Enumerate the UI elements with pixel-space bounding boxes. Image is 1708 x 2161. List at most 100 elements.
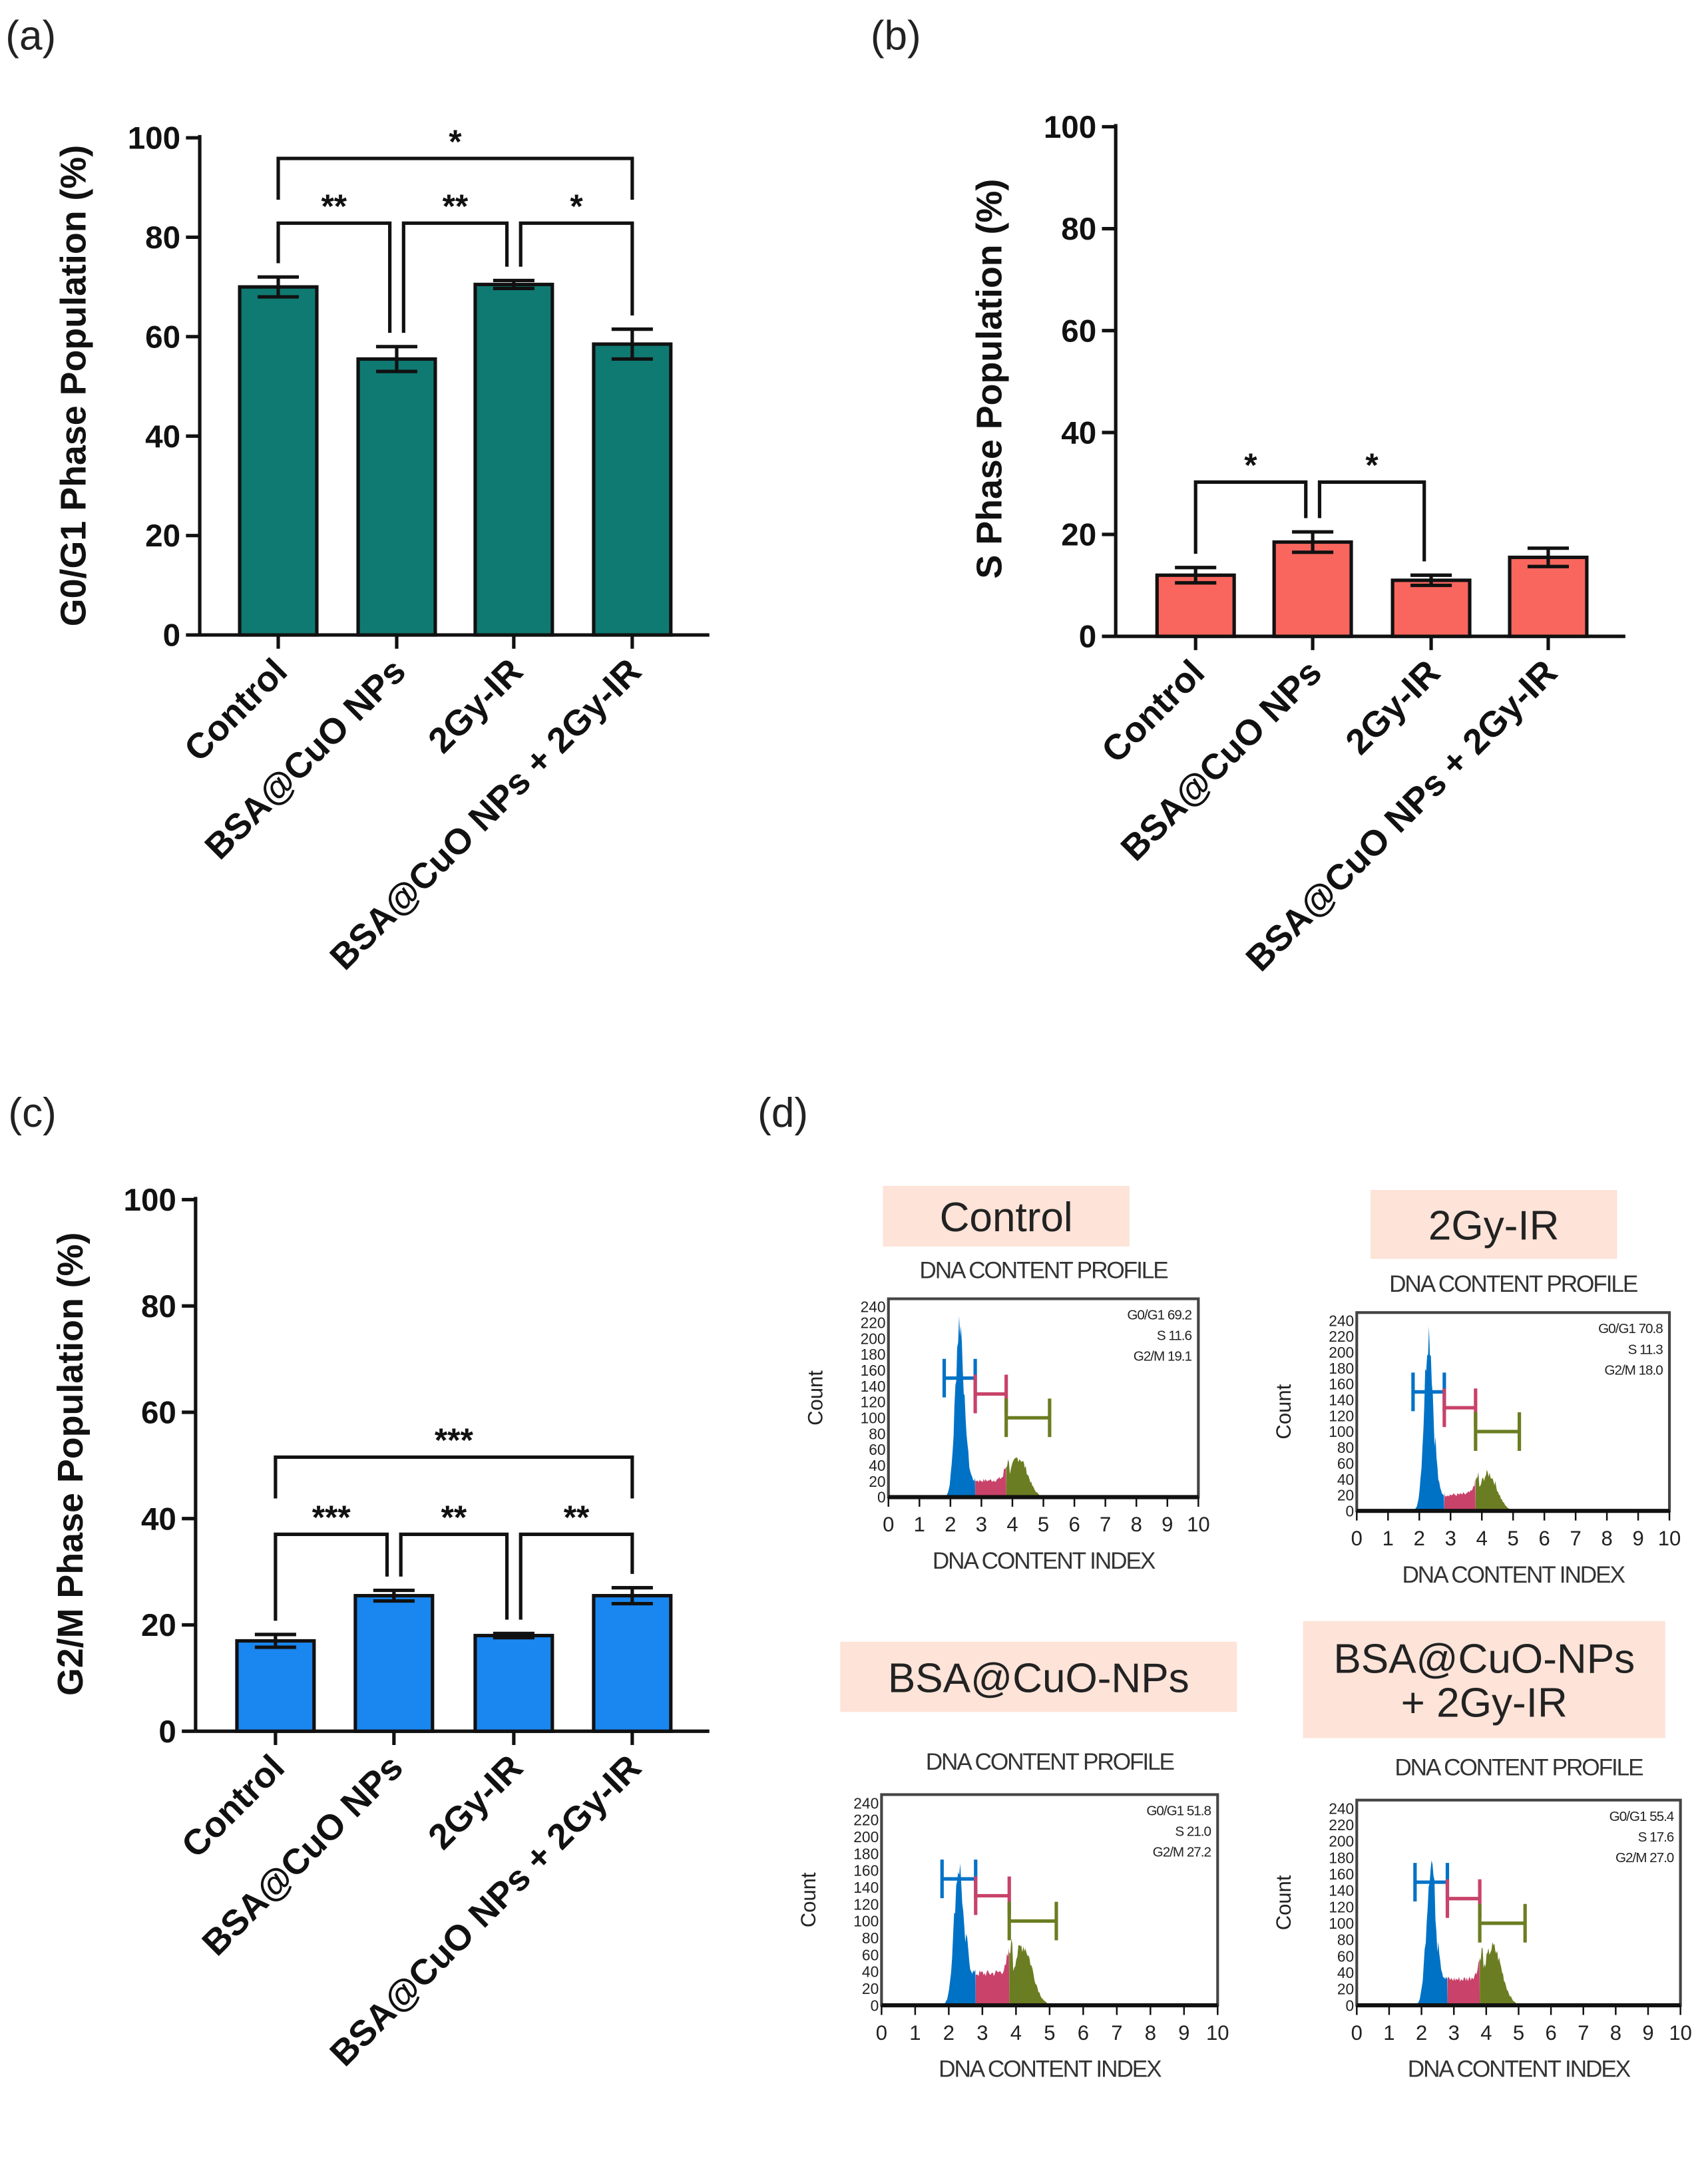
histogram-frame: [887, 1297, 1200, 1499]
histogram-y-tick-label: 40: [862, 1963, 879, 1981]
histogram-y-tick-label: 100: [853, 1913, 879, 1930]
histogram-y-tick-label: 80: [862, 1929, 879, 1947]
histogram-x-tick-label: 5: [1508, 1527, 1519, 1550]
histogram-x-tick-label: 6: [1068, 1513, 1080, 1536]
bar-1: [1272, 540, 1353, 638]
histogram-y-tick-label: 160: [1329, 1866, 1354, 1883]
histogram-g0g1-fill: [1412, 1326, 1444, 1511]
y-tick-label: 80: [1061, 212, 1096, 247]
gate-marker-g2m: [1474, 1412, 1522, 1451]
phase-stat: S 11.3: [1628, 1342, 1663, 1357]
histogram-y-tick-label: 180: [1329, 1849, 1354, 1866]
histogram-y-tick-label: 240: [853, 1794, 879, 1812]
histogram-y-tick-label: 180: [853, 1845, 879, 1862]
significance-bracket: [399, 1532, 509, 1620]
y-tick-label: 0: [1079, 620, 1096, 655]
histogram-y-tick-label: 100: [1329, 1423, 1354, 1440]
histogram-y-tick-label: 140: [1329, 1392, 1354, 1409]
histogram-y-axis-title: Count: [1272, 1384, 1295, 1439]
significance-label: **: [441, 1499, 467, 1536]
histogram-x-tick-label: 3: [1448, 2021, 1460, 2045]
bar-1: [353, 1593, 435, 1733]
panel-letter-d: (d): [757, 1090, 808, 1136]
sample-label: BSA@CuO-NPs: [1333, 1636, 1635, 1682]
phase-stat: G0/G1 51.8: [1146, 1804, 1211, 1819]
histogram-title: DNA CONTENT PROFILE: [1389, 1271, 1637, 1297]
histogram-y-tick-label: 140: [1329, 1882, 1354, 1899]
phase-stat: G2/M 19.1: [1134, 1349, 1192, 1364]
histogram-x-tick-label: 6: [1545, 2021, 1556, 2045]
significance-bracket: [519, 1532, 634, 1620]
histogram-x-tick-label: 3: [976, 1513, 987, 1536]
significance-bracket: [1193, 480, 1308, 554]
histogram-y-tick-label: 20: [1337, 1981, 1354, 1998]
category-label: BSA@CuO NPs: [197, 651, 413, 867]
bar-3: [1508, 555, 1589, 638]
category-label: 2Gy-IR: [421, 651, 531, 761]
gate-marker-s: [1442, 1388, 1478, 1428]
histogram-x-tick-label: 0: [876, 2021, 887, 2045]
sample-label-box: [1303, 1621, 1665, 1738]
histogram-y-tick-label: 240: [1329, 1312, 1354, 1329]
phase-stat: S 11.6: [1157, 1328, 1192, 1344]
significance-bracket: [519, 221, 634, 315]
histogram-y-tick-label: 120: [1329, 1898, 1354, 1915]
histogram-y-tick-label: 120: [1329, 1407, 1354, 1424]
histogram-x-axis-title: DNA CONTENT INDEX: [1402, 1562, 1625, 1588]
histogram-x-tick-label: 7: [1111, 2021, 1122, 2045]
histogram-g2m-fill: [1006, 1458, 1050, 1497]
histogram-y-tick-label: 180: [861, 1346, 886, 1363]
y-tick-label: 40: [141, 1501, 176, 1537]
y-tick-label: 100: [1044, 110, 1096, 145]
sample-label-box: [883, 1185, 1130, 1247]
y-tick-label: 40: [145, 419, 180, 455]
gate-marker-s: [973, 1374, 1008, 1414]
y-tick-label: 80: [145, 220, 180, 256]
y-tick-label: 60: [145, 319, 180, 355]
phase-stat: G2/M 27.0: [1615, 1850, 1674, 1866]
gate-marker-s: [1445, 1879, 1482, 1918]
histogram-x-tick-label: 8: [1131, 1513, 1142, 1536]
histogram-g2m-fill: [1480, 1942, 1526, 2006]
histogram-y-tick-label: 80: [1337, 1439, 1354, 1456]
significance-bracket: [274, 1455, 634, 1499]
sample-label-box: [840, 1641, 1237, 1712]
histogram-y-tick-label: 100: [1329, 1915, 1354, 1932]
histogram-y-tick-label: 60: [1337, 1455, 1354, 1472]
histogram-y-tick-label: 140: [861, 1378, 886, 1395]
significance-label: **: [564, 1499, 590, 1536]
gate-marker-g2m: [1004, 1398, 1052, 1438]
histogram-y-axis-title: Count: [803, 1370, 827, 1426]
histogram-x-tick-label: 5: [1513, 2021, 1524, 2045]
y-tick-label: 40: [1061, 415, 1096, 451]
histogram-y-tick-label: 80: [1337, 1931, 1354, 1949]
histogram-frame: [1355, 1798, 1682, 2007]
histogram-y-tick-label: 0: [1346, 1997, 1355, 2014]
histogram-x-tick-label: 8: [1601, 1527, 1612, 1550]
histogram-x-tick-label: 10: [1187, 1513, 1210, 1536]
phase-stat: G0/G1 69.2: [1127, 1308, 1191, 1323]
y-tick-label: 100: [123, 1183, 176, 1218]
significance-label: *: [570, 188, 583, 225]
gate-marker-s: [974, 1876, 1011, 1915]
bar-0: [1155, 573, 1236, 638]
histogram-y-tick-label: 20: [862, 1980, 879, 1997]
histogram-y-tick-label: 200: [1329, 1833, 1354, 1850]
histogram-y-tick-label: 200: [853, 1828, 879, 1846]
bar-0: [235, 1639, 316, 1733]
phase-stat: S 17.6: [1638, 1830, 1674, 1845]
significance-label: *: [1244, 447, 1257, 484]
histogram-x-tick-label: 3: [976, 2021, 988, 2045]
y-tick-label: 0: [163, 618, 180, 654]
histogram-x-tick-label: 4: [1010, 2021, 1022, 2045]
histogram-x-tick-label: 0: [1351, 1527, 1363, 1550]
histogram-y-tick-label: 200: [861, 1330, 886, 1347]
y-tick-label: 60: [1061, 313, 1096, 349]
histogram-x-tick-label: 2: [945, 1513, 956, 1536]
histogram-x-axis-title: DNA CONTENT INDEX: [939, 2057, 1162, 2082]
y-tick-label: 60: [141, 1396, 176, 1431]
histogram-y-tick-label: 60: [869, 1441, 885, 1458]
